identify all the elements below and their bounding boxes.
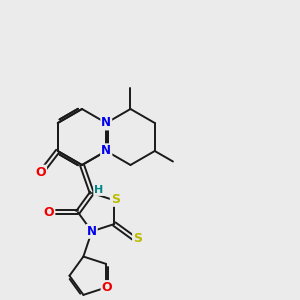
Text: N: N (101, 145, 111, 158)
Text: O: O (102, 281, 112, 294)
Text: S: S (111, 193, 120, 206)
Text: O: O (44, 206, 54, 219)
Text: N: N (87, 225, 97, 238)
Text: S: S (133, 232, 142, 244)
Text: N: N (101, 116, 111, 130)
Text: H: H (94, 185, 104, 195)
Text: N: N (101, 145, 111, 158)
Text: O: O (35, 166, 46, 179)
